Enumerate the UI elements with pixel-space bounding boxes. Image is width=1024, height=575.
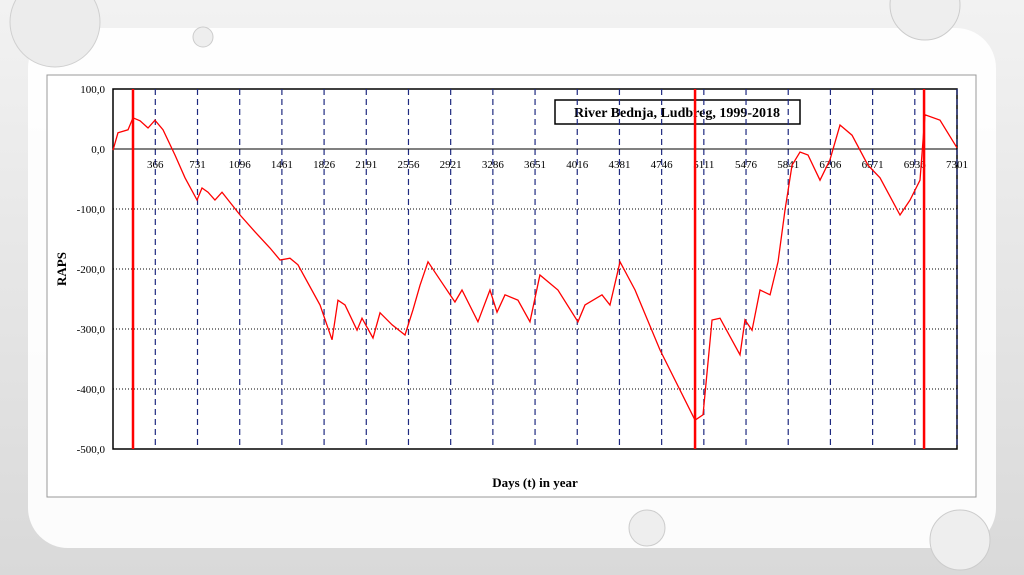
data-line xyxy=(112,113,958,422)
x-tick-label: 731 xyxy=(189,159,206,171)
x-tick-label: 1826 xyxy=(313,159,336,171)
y-tick-label: -100,0 xyxy=(77,204,106,216)
x-tick-label: 5841 xyxy=(777,159,799,171)
x-tick-label: 6571 xyxy=(862,159,884,171)
x-tick-label: 2191 xyxy=(355,159,377,171)
drop xyxy=(929,509,991,571)
y-tick-label: -400,0 xyxy=(77,384,106,396)
drop xyxy=(628,509,666,547)
y-tick-label: -500,0 xyxy=(77,444,106,456)
x-axis-label: Days (t) in year xyxy=(492,475,578,490)
x-tick-label: 7301 xyxy=(946,159,968,171)
x-tick-label: 3651 xyxy=(524,159,546,171)
x-tick-label: 366 xyxy=(147,159,164,171)
chart-frame xyxy=(46,74,977,498)
x-tick-label: 4381 xyxy=(608,159,630,171)
chart-title: River Bednja, Ludbreg, 1999-2018 xyxy=(574,106,780,121)
x-tick-label: 4016 xyxy=(566,159,589,171)
x-tick-label: 5476 xyxy=(735,159,758,171)
x-tick-label: 1096 xyxy=(229,159,252,171)
x-tick-label: 6206 xyxy=(819,159,842,171)
title-box xyxy=(554,99,801,125)
x-tick-label: 4746 xyxy=(651,159,674,171)
y-tick-label: -300,0 xyxy=(77,324,106,336)
x-tick-label: 2921 xyxy=(440,159,462,171)
drop xyxy=(192,26,214,48)
y-tick-label: 100,0 xyxy=(80,84,105,96)
drop xyxy=(9,0,101,68)
x-tick-label: 1461 xyxy=(271,159,293,171)
y-tick-label: 0,0 xyxy=(91,144,105,156)
drop xyxy=(889,0,961,41)
y-axis-label: RAPS xyxy=(54,252,69,286)
x-tick-label: 2556 xyxy=(397,159,420,171)
x-tick-label: 5111 xyxy=(693,159,714,171)
y-tick-label: -200,0 xyxy=(77,264,106,276)
x-tick-label: 3286 xyxy=(482,159,505,171)
